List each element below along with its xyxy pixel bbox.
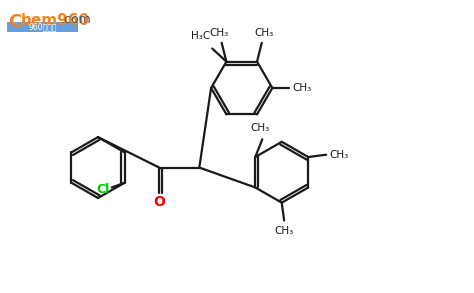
Text: 960化工网: 960化工网 (28, 22, 56, 31)
Text: CH₃: CH₃ (255, 28, 273, 38)
Text: CH₃: CH₃ (274, 226, 294, 236)
Text: hem960: hem960 (21, 13, 91, 28)
Text: CH₃: CH₃ (329, 150, 348, 160)
Text: H₃C: H₃C (191, 31, 210, 41)
Text: CH₃: CH₃ (292, 83, 311, 93)
Text: CH₃: CH₃ (210, 28, 229, 38)
Text: O: O (153, 195, 165, 209)
Text: C: C (9, 13, 22, 31)
Text: .com: .com (60, 13, 91, 26)
Text: Cl: Cl (97, 183, 110, 196)
FancyBboxPatch shape (7, 21, 78, 32)
Text: CH₃: CH₃ (250, 123, 270, 133)
